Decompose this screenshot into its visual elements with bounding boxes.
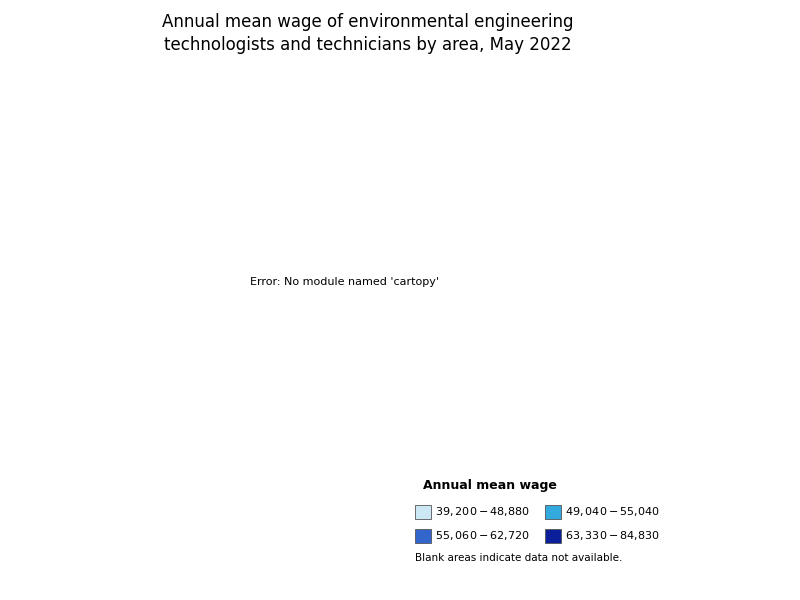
Text: $55,060 - $62,720: $55,060 - $62,720 [435,529,530,542]
Text: Blank areas indicate data not available.: Blank areas indicate data not available. [415,553,622,563]
Bar [415,529,431,543]
Text: $63,330 - $84,830: $63,330 - $84,830 [565,529,660,542]
Text: $49,040 - $55,040: $49,040 - $55,040 [565,505,660,518]
Bar [415,505,431,519]
Text: Error: No module named 'cartopy': Error: No module named 'cartopy' [250,277,438,287]
Text: $39,200 - $48,880: $39,200 - $48,880 [435,505,530,518]
Bar [545,505,561,519]
Text: Annual mean wage: Annual mean wage [423,479,557,492]
Text: Annual mean wage of environmental engineering
technologists and technicians by a: Annual mean wage of environmental engine… [162,13,574,54]
Bar [545,529,561,543]
